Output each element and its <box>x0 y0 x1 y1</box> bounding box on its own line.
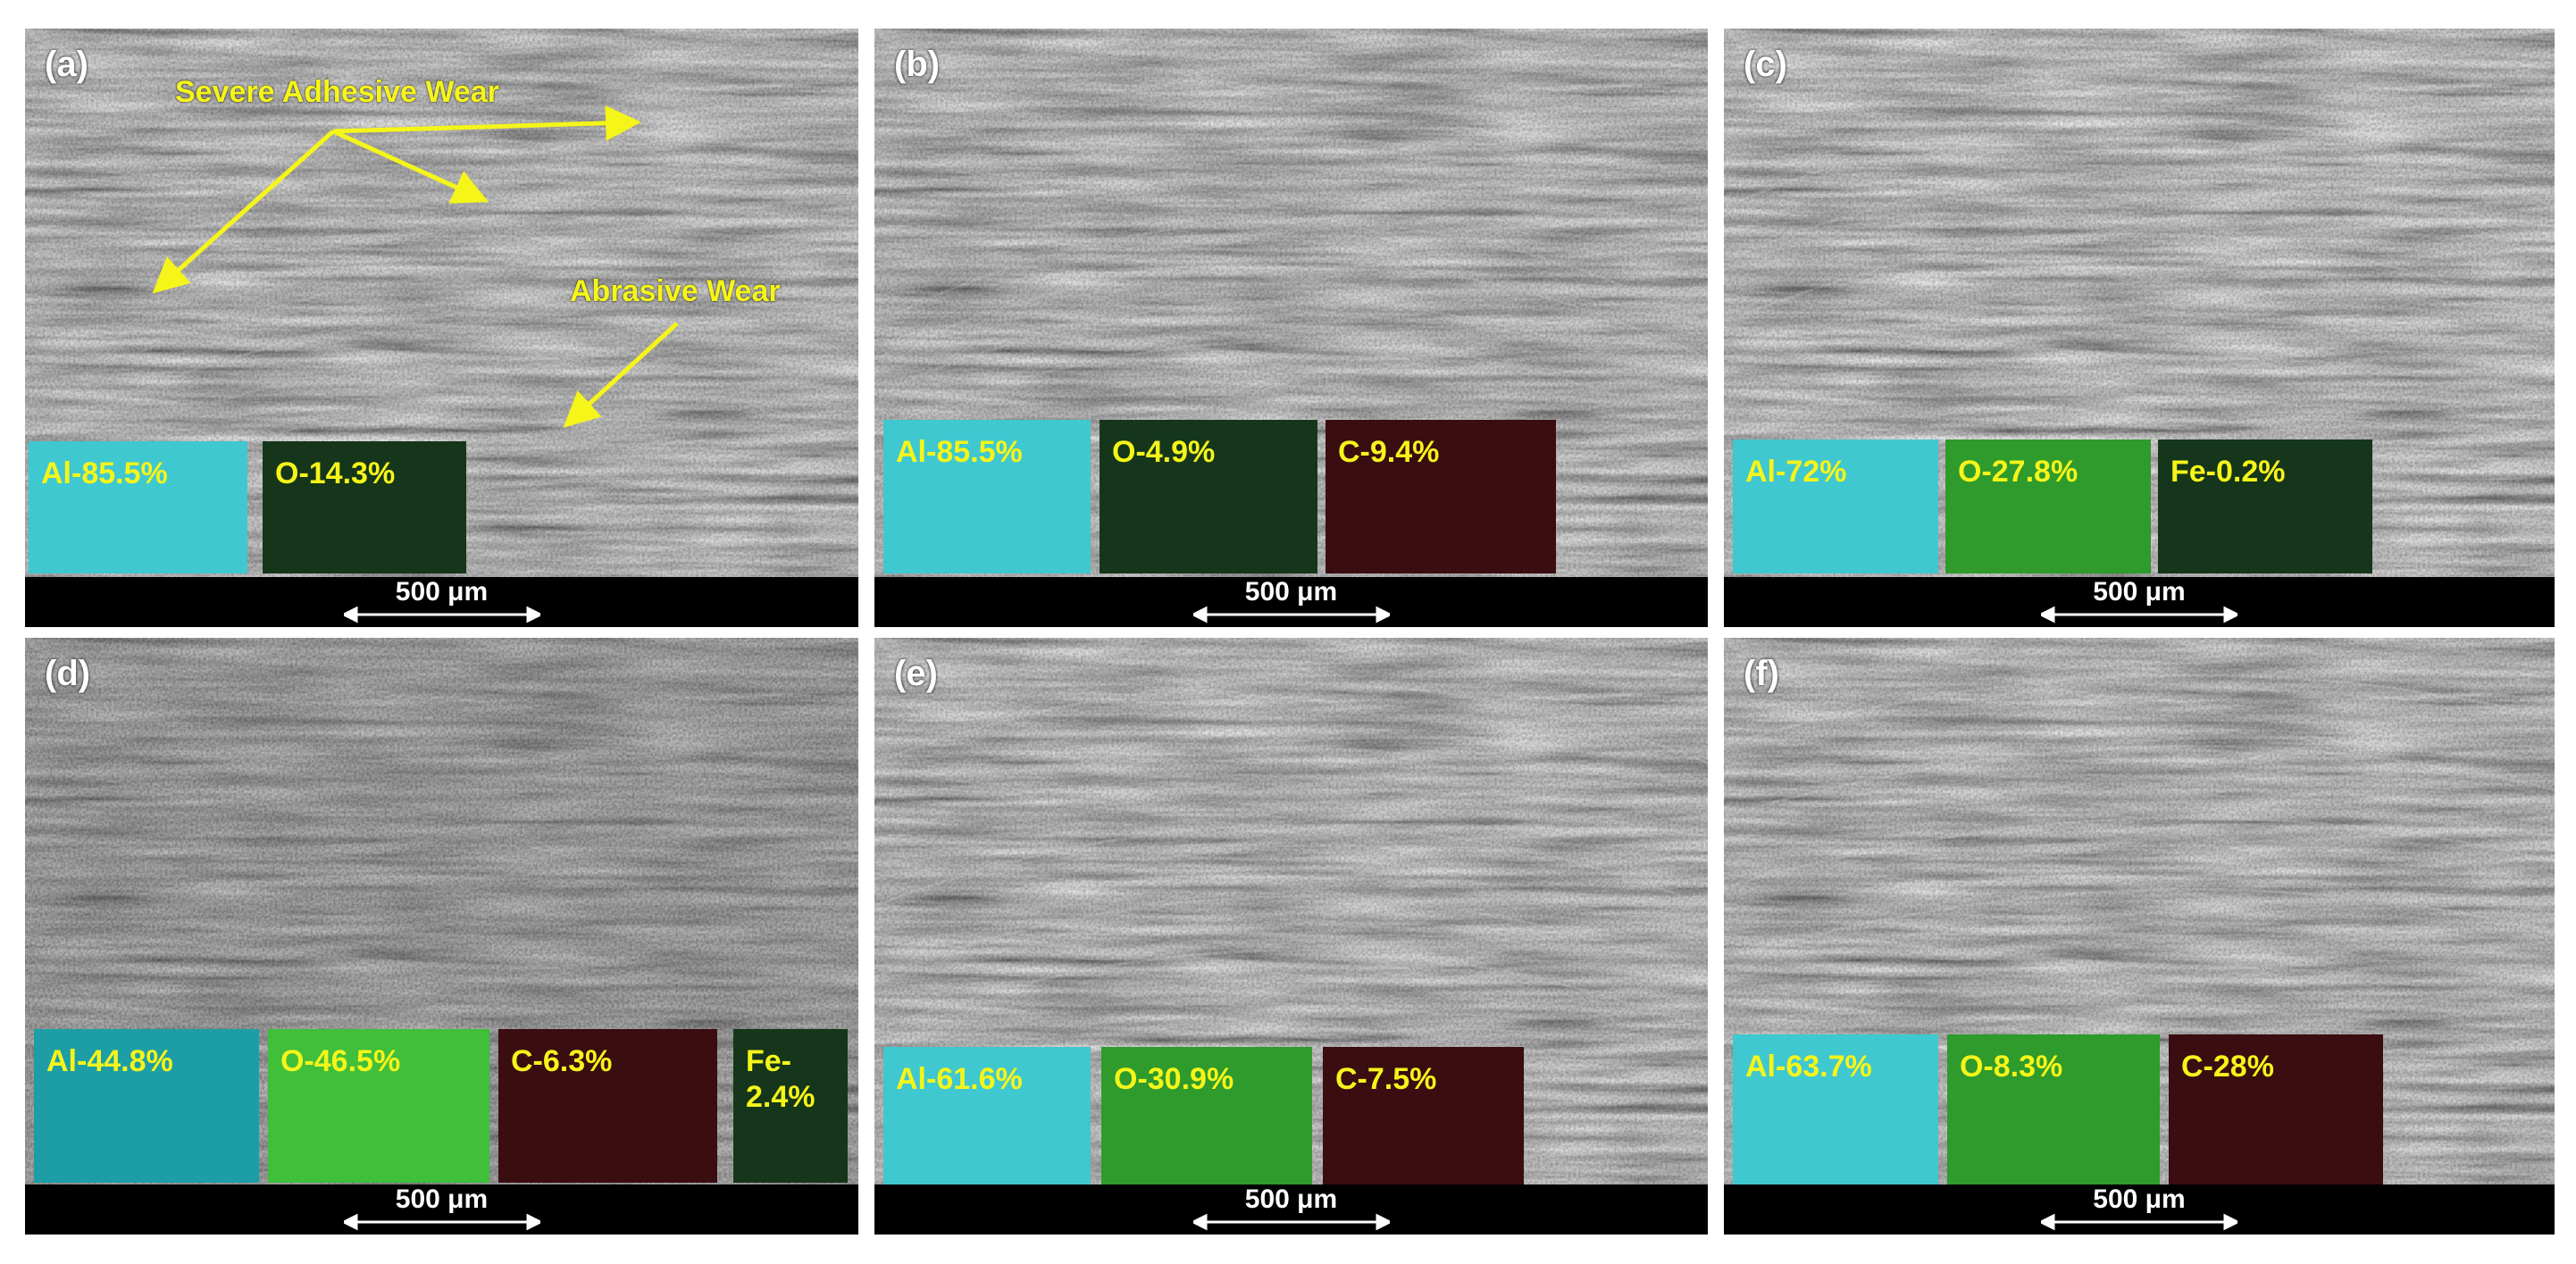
scale-bar: 500 μm <box>25 1184 858 1235</box>
eds-map-o: O-4.9% <box>1100 420 1317 573</box>
eds-map-fe: Fe- 2.4% <box>733 1029 848 1183</box>
eds-label: Al-63.7% <box>1745 1050 1872 1084</box>
panel-c: (c) Al-72% O-27.8% Fe-0.2% 500 μm <box>1724 29 2555 627</box>
sem-image-d <box>25 638 858 1235</box>
eds-label: C-28% <box>2181 1050 2274 1084</box>
eds-label: C-6.3% <box>511 1044 613 1078</box>
annotation-abrasive-wear: Abrasive Wear <box>570 274 781 308</box>
scale-arrow-icon <box>2041 606 2237 624</box>
eds-map-o: O-27.8% <box>1945 439 2151 573</box>
eds-map-al: Al-61.6% <box>883 1047 1091 1188</box>
panel-e: (e) Al-61.6% O-30.9% C-7.5% 500 μm <box>874 638 1708 1235</box>
eds-map-al: Al-44.8% <box>34 1029 259 1183</box>
panel-a: (a) Severe Adhesive Wear Abrasive Wear A… <box>25 29 858 627</box>
eds-label: Al-72% <box>1745 455 1847 489</box>
eds-label: Al-85.5% <box>896 435 1023 469</box>
scale-arrow-icon <box>343 606 540 624</box>
eds-label: C-7.5% <box>1335 1062 1437 1096</box>
eds-map-al: Al-63.7% <box>1733 1034 1938 1188</box>
scale-label: 500 μm <box>395 577 489 607</box>
eds-label: Al-85.5% <box>41 456 168 490</box>
eds-label: O-30.9% <box>1114 1062 1234 1096</box>
annotation-arrows <box>152 105 679 428</box>
scale-label: 500 μm <box>1244 1184 1338 1214</box>
panel-label: (d) <box>45 654 91 693</box>
eds-label: Fe- 2.4% <box>746 1044 815 1114</box>
eds-map-o: O-8.3% <box>1947 1034 2160 1188</box>
eds-map-al: Al-85.5% <box>883 420 1091 573</box>
eds-label: O-4.9% <box>1112 435 1216 469</box>
eds-label: O-8.3% <box>1960 1050 2063 1084</box>
eds-label: Al-61.6% <box>896 1062 1023 1096</box>
scale-arrow-icon <box>2041 1213 2237 1231</box>
scale-bar: 500 μm <box>25 577 858 627</box>
eds-map-c: C-7.5% <box>1323 1047 1524 1188</box>
scale-label: 500 μm <box>2093 1184 2186 1214</box>
panel-label: (c) <box>1744 45 1787 84</box>
panel-b: (b) Al-85.5% O-4.9% C-9.4% 500 μm <box>874 29 1708 627</box>
panel-label: (b) <box>894 45 941 84</box>
eds-map-fe: Fe-0.2% <box>2158 439 2372 573</box>
scale-arrow-icon <box>1192 606 1390 624</box>
scale-arrow-icon <box>1192 1213 1390 1231</box>
panel-d: (d) Al-44.8% O-46.5% C-6.3% Fe- 2.4% 500… <box>25 638 858 1235</box>
eds-map-o: O-46.5% <box>268 1029 489 1183</box>
panel-label: (f) <box>1744 654 1779 693</box>
eds-label: C-9.4% <box>1338 435 1440 469</box>
panel-label: (a) <box>45 45 88 84</box>
scale-label: 500 μm <box>1244 577 1338 607</box>
scale-label: 500 μm <box>2093 577 2186 607</box>
panel-label: (e) <box>894 654 938 693</box>
eds-map-c: C-28% <box>2169 1034 2383 1188</box>
scale-bar: 500 μm <box>1724 1184 2555 1235</box>
scale-label: 500 μm <box>395 1184 489 1214</box>
eds-map-c: C-6.3% <box>498 1029 717 1183</box>
scale-bar: 500 μm <box>874 1184 1708 1235</box>
eds-label: O-46.5% <box>280 1044 401 1078</box>
scale-arrow-icon <box>343 1213 540 1231</box>
eds-map-o: O-14.3% <box>263 441 466 573</box>
scale-bar: 500 μm <box>1724 577 2555 627</box>
eds-label: Al-44.8% <box>46 1044 173 1078</box>
eds-label: O-27.8% <box>1958 455 2078 489</box>
eds-label: O-14.3% <box>275 456 396 490</box>
annotation-adhesive-wear: Severe Adhesive Wear <box>175 75 499 109</box>
eds-map-o: O-30.9% <box>1101 1047 1312 1188</box>
panel-f: (f) Al-63.7% O-8.3% C-28% 500 μm <box>1724 638 2555 1235</box>
eds-map-al: Al-85.5% <box>29 441 247 573</box>
eds-map-al: Al-72% <box>1733 439 1938 573</box>
scale-bar: 500 μm <box>874 577 1708 627</box>
eds-label: Fe-0.2% <box>2170 455 2286 489</box>
eds-map-c: C-9.4% <box>1326 420 1556 573</box>
